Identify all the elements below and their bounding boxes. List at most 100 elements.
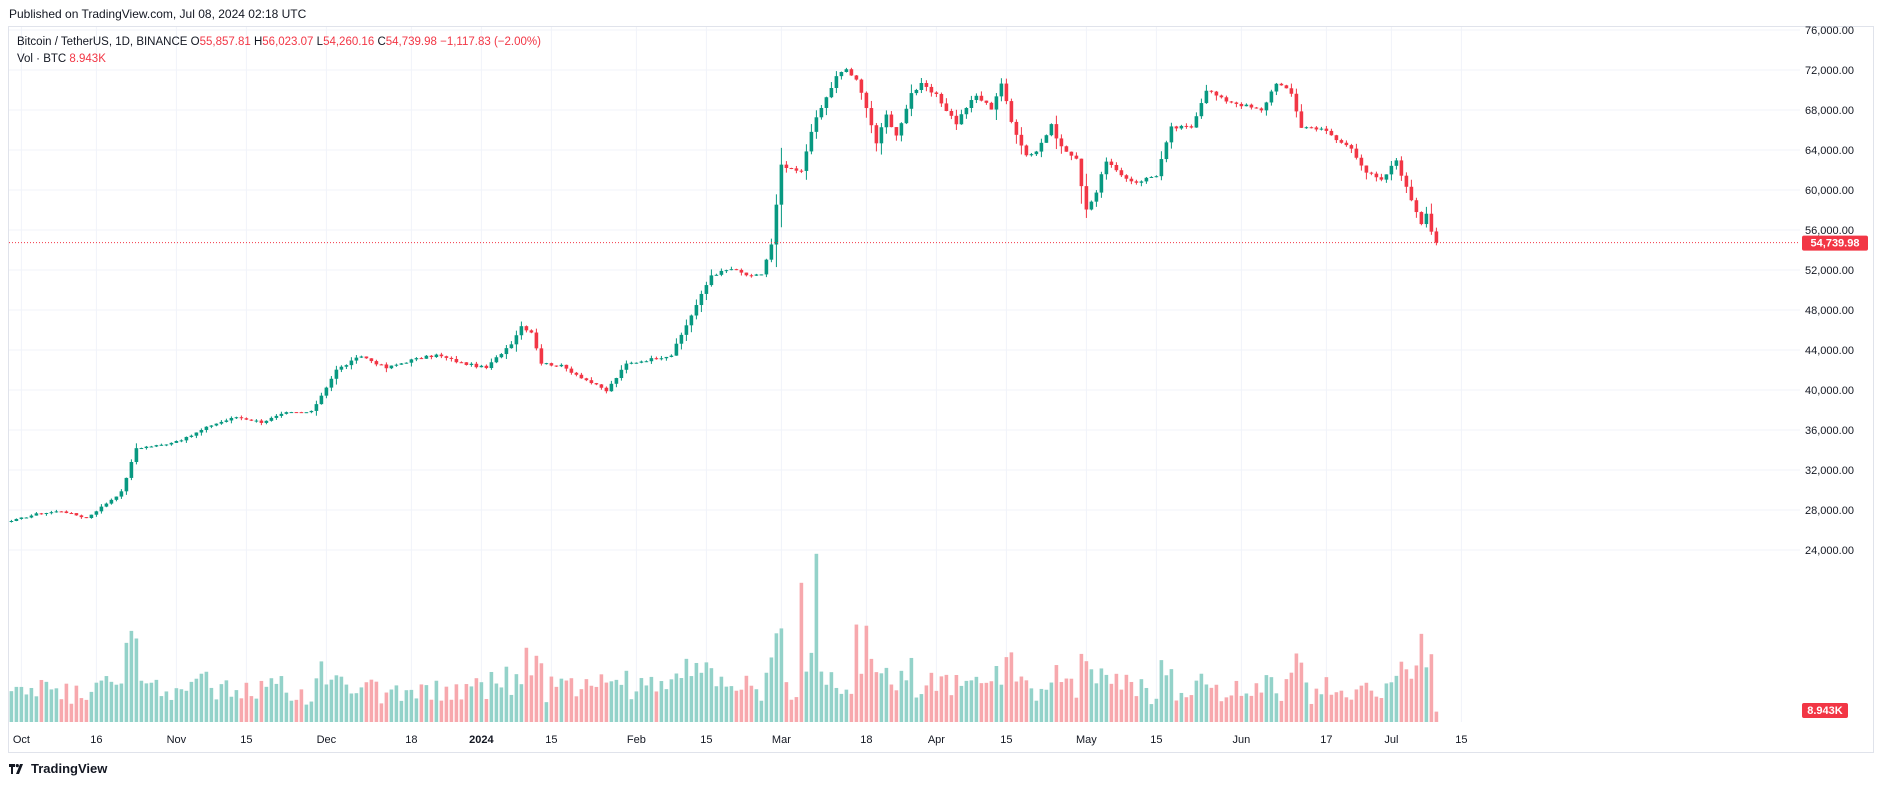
- time-tick-label: Apr: [928, 734, 945, 746]
- candle-body: [889, 114, 894, 128]
- price-tick-label: 64,000.00: [1805, 145, 1854, 157]
- volume-bar: [529, 675, 534, 722]
- candle-body: [24, 517, 29, 519]
- candle-body: [139, 448, 144, 450]
- volume-bar: [364, 682, 369, 722]
- volume-bar: [374, 681, 379, 722]
- candle-body: [699, 293, 704, 306]
- candle-body: [334, 369, 339, 379]
- candle-body: [1344, 142, 1349, 146]
- legend-volume-label[interactable]: Vol · BTC: [17, 53, 67, 65]
- volume-bar: [499, 687, 504, 722]
- volume-bar: [244, 682, 249, 722]
- candle-body: [674, 343, 679, 356]
- legend-symbol[interactable]: Bitcoin / TetherUS, 1D, BINANCE: [17, 36, 188, 48]
- candle-body: [1154, 176, 1159, 178]
- volume-bar: [344, 684, 349, 722]
- volume-bar: [1159, 660, 1164, 722]
- candle-body: [154, 445, 159, 447]
- volume-bar: [874, 672, 879, 722]
- candle-body: [749, 275, 754, 277]
- candle-body: [729, 269, 734, 271]
- candle-body: [1139, 181, 1144, 183]
- volume-bar: [89, 691, 94, 722]
- volume-bar: [434, 680, 439, 722]
- time-tick-label: Feb: [627, 734, 646, 746]
- candle-body: [559, 364, 564, 367]
- volume-bar: [769, 657, 774, 722]
- candle-body: [1239, 103, 1244, 107]
- volume-bar: [1279, 700, 1284, 722]
- tradingview-logo[interactable]: TradingView: [9, 761, 107, 776]
- volume-bar: [404, 690, 409, 722]
- volume-bar: [1379, 698, 1384, 722]
- volume-bar: [1239, 695, 1244, 722]
- candle-body: [1059, 138, 1064, 147]
- candle-body: [54, 511, 59, 513]
- candle-body: [854, 75, 859, 80]
- candle-body: [1119, 170, 1124, 176]
- volume-bar: [754, 689, 759, 722]
- candle-body: [1374, 173, 1379, 178]
- candle-body: [234, 417, 239, 419]
- candle-body: [534, 332, 539, 349]
- candle-body: [509, 344, 514, 349]
- candle-body: [549, 363, 554, 366]
- price-tick-label: 72,000.00: [1805, 65, 1854, 77]
- candle-body: [979, 95, 984, 101]
- candle-body: [1349, 145, 1354, 149]
- time-tick-label: Jul: [1384, 734, 1398, 746]
- volume-bar: [1204, 684, 1209, 722]
- volume-bar: [439, 700, 444, 722]
- volume-bar: [159, 696, 164, 722]
- volume-bar: [119, 683, 124, 722]
- volume-bar: [164, 691, 169, 722]
- price-tick-label: 36,000.00: [1805, 425, 1854, 437]
- candle-body: [1169, 126, 1174, 143]
- volume-bar: [1054, 665, 1059, 722]
- candle-body: [504, 348, 509, 355]
- candle-body: [49, 512, 54, 514]
- volume-bar: [79, 698, 84, 722]
- candle-body: [829, 88, 834, 98]
- volume-bar: [389, 689, 394, 722]
- volume-bar: [514, 674, 519, 722]
- volume-bar: [259, 680, 264, 722]
- legend-high: 56,023.07: [262, 36, 314, 48]
- candle-body: [849, 69, 854, 76]
- volume-bar: [309, 701, 314, 722]
- candle-body: [1039, 142, 1044, 152]
- candle-body: [34, 513, 39, 516]
- candle-body: [14, 518, 19, 521]
- volume-bar: [969, 680, 974, 722]
- candle-body: [744, 272, 749, 276]
- candle-body: [1144, 177, 1149, 182]
- candle-body: [434, 354, 439, 358]
- volume-bar: [1089, 669, 1094, 722]
- volume-bar: [379, 703, 384, 722]
- candle-body: [69, 513, 74, 515]
- candle-body: [1424, 213, 1429, 225]
- candle-body: [459, 362, 464, 364]
- candle-body: [1394, 160, 1399, 166]
- volume-bar: [399, 700, 404, 722]
- volume-bar: [634, 691, 639, 722]
- volume-bar: [1404, 669, 1409, 722]
- candle-body: [639, 361, 644, 363]
- volume-bar: [589, 685, 594, 722]
- volume-bar: [1294, 653, 1299, 722]
- volume-bar: [719, 676, 724, 722]
- volume-bar: [759, 700, 764, 722]
- volume-bar: [654, 691, 659, 722]
- volume-bar: [49, 689, 54, 722]
- candle-body: [229, 417, 234, 421]
- candle-body: [734, 269, 739, 271]
- candle-body: [1124, 175, 1129, 179]
- candle-body: [884, 114, 889, 128]
- candle-body: [1414, 200, 1419, 213]
- candle-body: [389, 365, 394, 369]
- candle-body: [304, 412, 309, 414]
- volume-bar: [1034, 700, 1039, 722]
- volume-bar: [764, 672, 769, 722]
